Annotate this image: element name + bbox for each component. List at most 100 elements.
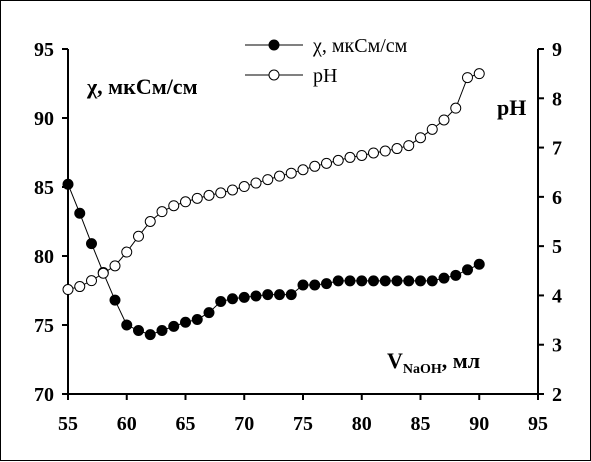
ph-point	[203, 189, 215, 201]
x-tick-label: 55	[58, 413, 78, 435]
ph-point	[426, 123, 438, 135]
x-axis-label-suffix: , мл	[442, 348, 480, 373]
conductivity-point	[438, 272, 450, 284]
conductivity-point	[356, 275, 368, 287]
x-tick-label: 70	[234, 413, 254, 435]
ph-point	[74, 281, 86, 293]
ph-point	[109, 260, 121, 272]
conductivity-point	[450, 269, 462, 281]
series-line-conductivity	[67, 184, 480, 336]
ph-point	[168, 200, 180, 212]
ph-point	[297, 164, 309, 176]
conductivity-point	[321, 278, 332, 290]
ph-point	[415, 132, 426, 144]
series-points	[62, 68, 485, 341]
y-left-tick-label: 95	[34, 39, 54, 61]
x-tick-label: 60	[117, 413, 137, 435]
y-left-tick-label: 85	[34, 177, 54, 199]
x-axis-label-main: V	[387, 348, 403, 373]
ph-point	[356, 149, 368, 161]
ph-point	[62, 284, 74, 296]
legend-marker-ph	[268, 69, 280, 81]
ph-point	[379, 145, 391, 157]
legend-marker-conductivity	[268, 39, 280, 51]
x-tick-label: 95	[528, 413, 548, 435]
conductivity-point	[426, 275, 438, 287]
x-tick-label: 75	[293, 413, 313, 435]
conductivity-point	[332, 275, 344, 287]
x-tick-label: 85	[411, 413, 431, 435]
x-tick-label: 65	[176, 413, 196, 435]
conductivity-point	[473, 258, 485, 270]
ph-point	[438, 114, 450, 126]
y-left-tick-label: 75	[34, 315, 54, 337]
y-right-tick-label: 3	[552, 335, 562, 357]
conductivity-point	[74, 207, 86, 219]
y-right-axis-label: pH	[497, 95, 526, 120]
y-right-tick-label: 7	[552, 138, 562, 160]
conductivity-point	[403, 275, 415, 287]
y-right-tick-label: 2	[552, 384, 562, 406]
ph-point	[227, 184, 238, 196]
legend: χ, мкСм/см pH	[245, 35, 408, 87]
ph-point	[274, 170, 285, 182]
ph-point	[344, 151, 356, 163]
conductivity-point	[368, 275, 379, 287]
ph-point	[403, 140, 415, 152]
conductivity-point	[285, 289, 297, 301]
ph-point	[309, 160, 321, 172]
ph-point	[97, 267, 109, 279]
y-right-tick-label: 9	[552, 39, 562, 61]
ph-point	[86, 275, 97, 287]
conductivity-point	[309, 279, 321, 291]
ph-point	[156, 206, 168, 218]
conductivity-point	[238, 291, 250, 303]
ph-point	[321, 157, 332, 169]
series-lines	[67, 73, 480, 336]
conductivity-point	[344, 275, 356, 287]
conductivity-point	[203, 307, 215, 319]
legend-label-conductivity: χ, мкСм/см	[312, 35, 408, 57]
ph-point	[180, 196, 191, 208]
x-axis-label-sub: NaOH	[403, 362, 442, 377]
conductivity-point	[144, 329, 156, 341]
y-left-tick-label: 90	[34, 108, 54, 130]
ph-point	[250, 177, 262, 189]
y-left-axis-label: χ, мкСм/см	[86, 74, 198, 99]
ph-point	[133, 230, 144, 242]
conductivity-point	[168, 320, 180, 332]
ph-point	[473, 68, 485, 80]
conductivity-point	[391, 275, 403, 287]
conductivity-point	[415, 275, 426, 287]
ph-point	[450, 102, 462, 114]
conductivity-point	[133, 325, 144, 337]
ph-point	[238, 181, 250, 193]
ph-point	[462, 72, 473, 84]
ph-point	[144, 216, 156, 227]
axes	[67, 49, 539, 395]
conductivity-point	[379, 275, 391, 287]
x-tick-label: 90	[469, 413, 489, 435]
y-right-tick-label: 4	[552, 285, 562, 307]
ph-point	[121, 246, 133, 258]
conductivity-point	[297, 279, 309, 291]
x-axis-label: VNaOH, мл	[387, 348, 480, 377]
conductivity-point	[274, 289, 285, 301]
y-right-tick-label: 6	[552, 187, 562, 209]
ph-point	[391, 143, 403, 155]
y-left-tick-label: 80	[34, 246, 54, 268]
series-line-ph	[67, 73, 480, 290]
conductivity-point	[250, 290, 262, 302]
conductivity-point	[86, 238, 97, 250]
ph-point	[262, 174, 274, 186]
y-right-tick-label: 5	[552, 236, 562, 258]
conductivity-point	[180, 316, 191, 328]
conductivity-point	[191, 313, 203, 325]
ph-point	[191, 192, 203, 204]
conductivity-point	[462, 264, 473, 276]
conductivity-point	[156, 325, 168, 337]
y-left-tick-label: 70	[34, 384, 54, 406]
